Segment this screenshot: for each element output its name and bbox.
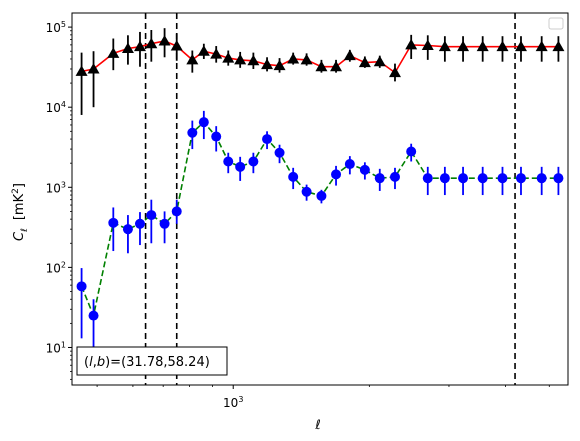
series-0-point-25	[421, 39, 434, 50]
series-1-point-27	[458, 173, 469, 184]
axes-frame	[71, 12, 569, 386]
series-1-point-30	[515, 173, 526, 184]
series-0-point-21	[358, 56, 371, 68]
series-0-point-29	[496, 40, 509, 52]
series-1-point-25	[422, 173, 433, 184]
series-1-point-18	[316, 190, 327, 201]
series-0-point-0	[75, 65, 88, 76]
annotation-text: (l,b)=(31.78,58.24)	[84, 355, 210, 370]
series-1-point-1	[88, 310, 99, 321]
series-0-point-12	[234, 53, 247, 65]
series-0-point-19	[330, 60, 343, 72]
series-0-point-14	[261, 58, 274, 70]
series-1-point-23	[389, 171, 400, 182]
y-tick-label-3: 104	[46, 100, 66, 115]
reference-lines	[144, 13, 516, 385]
series-0-point-8	[186, 53, 199, 65]
series-0-point-6	[158, 35, 171, 46]
series-1-point-9	[198, 117, 209, 128]
series-0-point-23	[388, 66, 401, 78]
series-0-point-28	[476, 40, 489, 52]
series-1-point-26	[439, 173, 450, 184]
series-0-point-1	[87, 62, 100, 74]
series-1-point-12	[235, 161, 246, 172]
series-1-point-29	[497, 173, 508, 184]
series-1-point-31	[536, 173, 547, 184]
series-0-point-2	[107, 47, 120, 58]
series-1-point-19	[331, 169, 342, 180]
series-1-point-0	[76, 281, 87, 292]
series-0-point-26	[438, 40, 451, 52]
series-1-point-32	[553, 173, 564, 184]
series-1-point-24	[406, 146, 417, 157]
series-1-point-14	[262, 134, 273, 145]
series-0-point-10	[210, 48, 223, 59]
series-0-point-15	[273, 59, 286, 71]
series-0-point-16	[287, 52, 300, 64]
series-1-point-15	[274, 147, 285, 158]
series-0-point-17	[300, 53, 313, 65]
annotation-box	[76, 346, 228, 376]
series-1-point-11	[223, 156, 234, 167]
series-1-point-17	[301, 186, 312, 197]
series-1-point-8	[187, 127, 198, 138]
x-tick-label-0: 103	[223, 395, 243, 410]
series-0-point-7	[170, 40, 183, 51]
series-1-point-4	[134, 218, 145, 229]
series-0-point-11	[222, 52, 235, 63]
legend	[548, 17, 564, 30]
series-0-point-27	[457, 40, 470, 52]
series-0-point-32	[552, 40, 565, 52]
series-0-point-9	[197, 45, 210, 56]
series-1-point-21	[359, 164, 370, 175]
series-1-point-10	[211, 131, 222, 142]
series-1-point-5	[146, 210, 157, 221]
y-tick-label-0: 101	[46, 340, 66, 355]
x-axis-label: ℓ	[314, 418, 320, 433]
series-0	[75, 28, 565, 115]
y-tick-label-1: 102	[46, 260, 66, 275]
series-1-point-3	[122, 224, 133, 235]
series-1-point-6	[159, 218, 170, 229]
series-1-point-16	[288, 171, 299, 182]
series-1-point-13	[248, 156, 259, 167]
series-layer	[75, 28, 565, 372]
series-0-point-13	[247, 54, 260, 66]
series-0-point-24	[405, 38, 418, 50]
series-0-point-31	[535, 40, 548, 52]
y-axis-label: Cℓ[mK2]	[11, 183, 30, 241]
y-tick-label-4: 105	[46, 20, 66, 35]
series-1-point-7	[171, 206, 182, 217]
series-1-point-20	[344, 159, 355, 170]
axis-ticks: 101 102 103 104 105 103	[46, 20, 550, 410]
series-1-point-2	[108, 217, 119, 228]
series-0-point-20	[343, 49, 356, 61]
annotation: (l,b)=(31.78,58.24)	[76, 346, 228, 376]
series-0-point-18	[315, 60, 328, 72]
series-0-point-5	[145, 37, 158, 49]
series-1-point-22	[374, 173, 385, 184]
series-0-point-4	[133, 40, 146, 52]
series-1	[76, 110, 564, 372]
series-0-point-3	[121, 42, 134, 54]
series-1-point-28	[477, 173, 488, 184]
series-0-point-22	[373, 55, 386, 67]
series-0-point-30	[514, 40, 527, 52]
y-tick-label-2: 103	[46, 180, 66, 195]
